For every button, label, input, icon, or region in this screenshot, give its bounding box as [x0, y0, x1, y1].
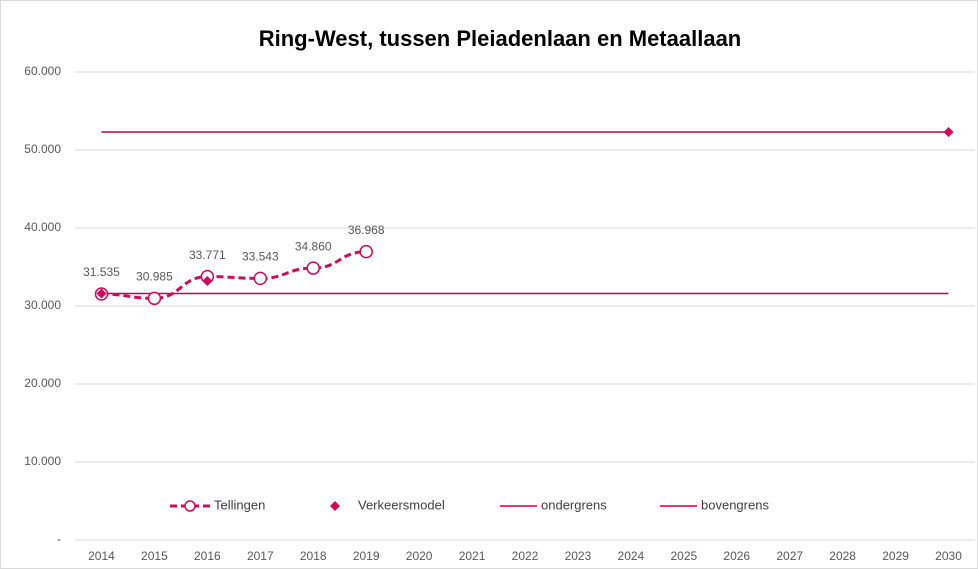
- x-tick-label: 2029: [882, 549, 909, 563]
- x-tick-label: 2019: [353, 549, 380, 563]
- y-tick-label: 50.000: [24, 142, 61, 156]
- y-tick-label: -: [57, 532, 61, 546]
- data-point: [147, 291, 162, 306]
- legend-swatch: [330, 501, 340, 511]
- x-tick-label: 2023: [565, 549, 592, 563]
- x-tick-label: 2015: [141, 549, 168, 563]
- data-label: 33.543: [242, 250, 279, 264]
- data-point: [306, 261, 320, 275]
- data-label: 33.771: [189, 248, 226, 262]
- x-tick-label: 2014: [88, 549, 115, 563]
- data-label: 36.968: [348, 223, 385, 237]
- legend-label: bovengrens: [701, 497, 769, 512]
- x-tick-label: 2028: [829, 549, 856, 563]
- y-tick-label: 60.000: [24, 64, 61, 78]
- x-tick-label: 2025: [670, 549, 697, 563]
- data-point: [359, 244, 373, 259]
- y-tick-label: 40.000: [24, 220, 61, 234]
- y-tick-label: 10.000: [24, 454, 61, 468]
- x-tick-label: 2020: [406, 549, 433, 563]
- data-point: [96, 288, 107, 299]
- legend-swatch: [184, 500, 196, 512]
- legend-label: Tellingen: [214, 497, 265, 512]
- data-label: 30.985: [136, 269, 173, 283]
- y-tick-label: 20.000: [24, 376, 61, 390]
- data-point: [943, 127, 954, 138]
- x-tick-label: 2030: [935, 549, 962, 563]
- x-tick-label: 2026: [723, 549, 750, 563]
- x-tick-label: 2027: [776, 549, 803, 563]
- x-tick-label: 2017: [247, 549, 274, 563]
- x-tick-label: 2021: [459, 549, 486, 563]
- x-tick-label: 2024: [618, 549, 645, 563]
- x-tick-label: 2016: [194, 549, 221, 563]
- data-label: 34.860: [295, 239, 332, 253]
- data-label: 31.535: [83, 265, 120, 279]
- chart-title: Ring-West, tussen Pleiadenlaan en Metaal…: [259, 26, 742, 51]
- x-tick-label: 2022: [512, 549, 539, 563]
- data-point: [253, 271, 268, 286]
- legend-label: ondergrens: [541, 497, 607, 512]
- legend-label: Verkeersmodel: [358, 497, 445, 512]
- y-tick-label: 30.000: [24, 298, 61, 312]
- x-tick-label: 2018: [300, 549, 327, 563]
- data-point: [202, 276, 213, 287]
